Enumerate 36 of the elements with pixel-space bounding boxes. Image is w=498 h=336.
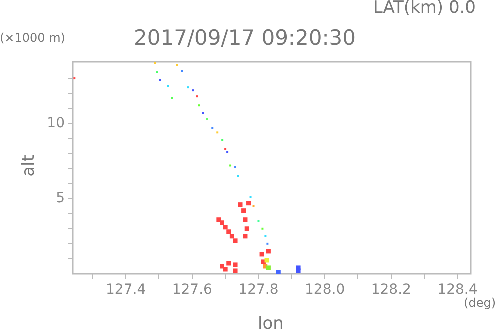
point xyxy=(226,261,232,266)
point xyxy=(220,220,225,226)
point xyxy=(264,258,270,263)
x-tick-label: 128.2 xyxy=(371,282,412,298)
chart-title: 2017/09/17 09:20:30 xyxy=(134,26,356,50)
text: (deg) xyxy=(464,296,496,310)
y-tick-label: 5 xyxy=(56,190,65,206)
x-tick-label: 127.8 xyxy=(238,282,279,298)
point xyxy=(233,238,238,244)
point xyxy=(276,270,281,274)
point xyxy=(243,234,248,239)
x-axis-title: lon xyxy=(258,314,284,334)
chart-subtitle: LAT(km) 0.0 xyxy=(373,0,476,18)
x-tick-label: 127.4 xyxy=(106,282,146,298)
point xyxy=(223,225,228,230)
x-tick-label: 128.4 xyxy=(438,282,478,298)
x-tick-label: 127.6 xyxy=(172,282,213,298)
point xyxy=(242,208,246,214)
point xyxy=(266,249,271,254)
point xyxy=(233,268,238,274)
point xyxy=(223,267,228,272)
point xyxy=(244,226,250,232)
point xyxy=(220,264,225,269)
y-tick-label: 10 xyxy=(47,115,65,132)
point xyxy=(243,218,248,222)
text: (×1000 m) xyxy=(0,31,66,45)
point xyxy=(260,252,264,257)
point xyxy=(266,266,271,270)
point xyxy=(233,262,238,268)
x-tick-label: 128.0 xyxy=(305,282,346,298)
point xyxy=(230,234,234,239)
y-axis-title: alt xyxy=(18,155,39,177)
point xyxy=(238,202,243,208)
point xyxy=(226,230,232,234)
point xyxy=(296,268,301,274)
point xyxy=(246,201,252,206)
